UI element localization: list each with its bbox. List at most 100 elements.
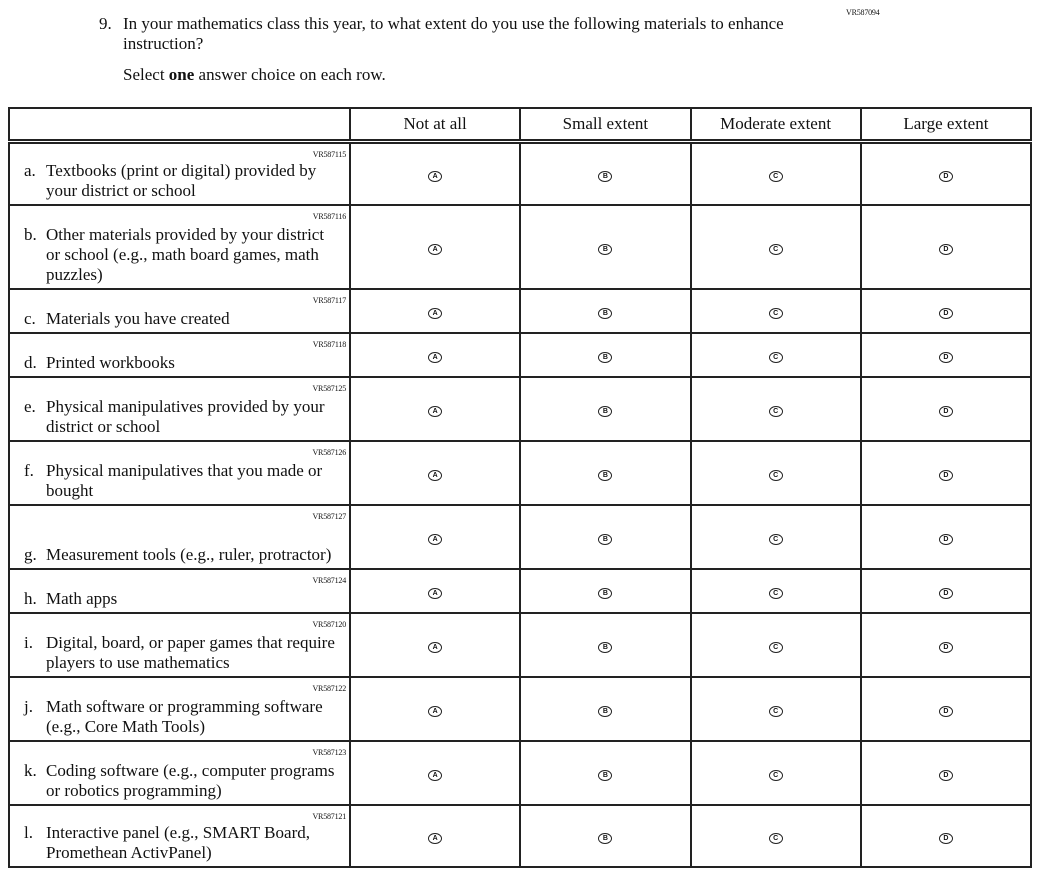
answer-bubble-b[interactable]: B — [598, 587, 613, 599]
answer-bubble-a[interactable]: A — [428, 769, 443, 781]
answer-bubble-c[interactable]: C — [768, 307, 783, 319]
item-code: VR587117 — [312, 295, 346, 305]
instruction-text: Select — [123, 65, 169, 84]
option-cell: A — [348, 503, 522, 570]
option-cell: C — [689, 375, 862, 442]
answer-bubble-d[interactable]: D — [938, 243, 953, 255]
answer-bubble-a[interactable]: A — [428, 170, 443, 182]
answer-bubble-a[interactable]: A — [428, 705, 443, 717]
answer-bubble-c[interactable]: C — [768, 769, 783, 781]
answer-bubble-c[interactable]: C — [768, 587, 783, 599]
answer-bubble-d[interactable]: D — [938, 705, 953, 717]
row-label-cell: VR587122 j. Math software or programming … — [8, 675, 351, 742]
answer-bubble-b[interactable]: B — [598, 351, 613, 363]
item-letter: e. — [24, 396, 36, 416]
table-row: VR587116 b. Other materials provided by y… — [8, 203, 1033, 290]
answer-bubble-d[interactable]: D — [938, 769, 953, 781]
option-cell: C — [689, 287, 862, 334]
table-row: VR587120 i. Digital, board, or paper game… — [8, 611, 1033, 678]
column-header: Small extent — [519, 107, 692, 144]
answer-bubble-b[interactable]: B — [598, 405, 613, 417]
answer-bubble-d[interactable]: D — [938, 469, 953, 481]
answer-bubble-c[interactable]: C — [768, 832, 783, 844]
table-row: VR587127 g. Measurement tools (e.g., rule… — [8, 503, 1033, 570]
column-header: Moderate extent — [689, 107, 862, 144]
response-grid: Not at all Small extent Moderate extent … — [8, 107, 1033, 868]
answer-bubble-c[interactable]: C — [768, 641, 783, 653]
item-letter: c. — [24, 308, 36, 328]
item-letter: f. — [24, 460, 34, 480]
answer-bubble-b[interactable]: B — [598, 832, 613, 844]
option-cell: D — [859, 287, 1033, 334]
answer-bubble-a[interactable]: A — [428, 243, 443, 255]
answer-bubble-c[interactable]: C — [768, 170, 783, 182]
item-letter: g. — [24, 544, 37, 564]
item-code: VR587125 — [312, 383, 346, 393]
answer-bubble-b[interactable]: B — [598, 307, 613, 319]
option-cell: A — [348, 140, 522, 206]
answer-bubble-b[interactable]: B — [598, 243, 613, 255]
answer-bubble-b[interactable]: B — [598, 641, 613, 653]
option-cell: B — [519, 503, 692, 570]
answer-bubble-c[interactable]: C — [768, 469, 783, 481]
item-letter: h. — [24, 588, 37, 608]
option-cell: D — [859, 503, 1033, 570]
option-cell: D — [859, 203, 1033, 290]
question-number: 9. — [99, 14, 112, 33]
option-cell: A — [348, 375, 522, 442]
answer-bubble-d[interactable]: D — [938, 533, 953, 545]
option-cell: D — [859, 803, 1033, 868]
row-label-cell: VR587124 h. Math apps — [8, 567, 351, 614]
option-cell: B — [519, 739, 692, 806]
answer-bubble-d[interactable]: D — [938, 170, 953, 182]
item-label: Materials you have created — [46, 308, 230, 328]
option-cell: D — [859, 739, 1033, 806]
answer-bubble-a[interactable]: A — [428, 832, 443, 844]
answer-bubble-d[interactable]: D — [938, 641, 953, 653]
answer-bubble-a[interactable]: A — [428, 405, 443, 417]
item-label: Digital, board, or paper games that requ… — [46, 632, 335, 672]
answer-bubble-c[interactable]: C — [768, 243, 783, 255]
answer-bubble-b[interactable]: B — [598, 170, 613, 182]
option-cell: B — [519, 439, 692, 506]
item-letter: b. — [24, 224, 37, 244]
question-text: In your mathematics class this year, to … — [123, 14, 784, 53]
answer-bubble-d[interactable]: D — [938, 351, 953, 363]
item-code: VR587121 — [312, 811, 346, 821]
answer-bubble-b[interactable]: B — [598, 533, 613, 545]
table-row: VR587125 e. Physical manipulatives provid… — [8, 375, 1033, 442]
answer-bubble-a[interactable]: A — [428, 307, 443, 319]
table-row: VR587115 a. Textbooks (print or digital) … — [8, 140, 1033, 206]
answer-bubble-a[interactable]: A — [428, 469, 443, 481]
row-label-cell: VR587117 c. Materials you have created — [8, 287, 351, 334]
answer-bubble-a[interactable]: A — [428, 351, 443, 363]
answer-bubble-d[interactable]: D — [938, 307, 953, 319]
option-cell: D — [859, 140, 1033, 206]
table-row: VR587124 h. Math apps A B C D — [8, 567, 1033, 614]
answer-bubble-a[interactable]: A — [428, 533, 443, 545]
option-cell: A — [348, 287, 522, 334]
item-code: VR587127 — [312, 511, 346, 521]
column-header: Large extent — [859, 107, 1033, 144]
answer-bubble-b[interactable]: B — [598, 769, 613, 781]
item-label: Coding software (e.g., computer programs… — [46, 760, 335, 800]
option-cell: D — [859, 611, 1033, 678]
item-letter: i. — [24, 632, 33, 652]
answer-bubble-c[interactable]: C — [768, 405, 783, 417]
table-row: VR587121 l. Interactive panel (e.g., SMAR… — [8, 803, 1033, 868]
answer-bubble-c[interactable]: C — [768, 705, 783, 717]
answer-bubble-a[interactable]: A — [428, 587, 443, 599]
answer-bubble-c[interactable]: C — [768, 533, 783, 545]
answer-bubble-d[interactable]: D — [938, 832, 953, 844]
answer-bubble-b[interactable]: B — [598, 705, 613, 717]
answer-bubble-b[interactable]: B — [598, 469, 613, 481]
answer-bubble-d[interactable]: D — [938, 587, 953, 599]
item-code: VR587126 — [312, 447, 346, 457]
option-cell: C — [689, 203, 862, 290]
item-code: VR587120 — [312, 619, 346, 629]
option-cell: C — [689, 611, 862, 678]
answer-bubble-c[interactable]: C — [768, 351, 783, 363]
answer-bubble-a[interactable]: A — [428, 641, 443, 653]
header-row: Not at all Small extent Moderate extent … — [8, 107, 1033, 144]
answer-bubble-d[interactable]: D — [938, 405, 953, 417]
